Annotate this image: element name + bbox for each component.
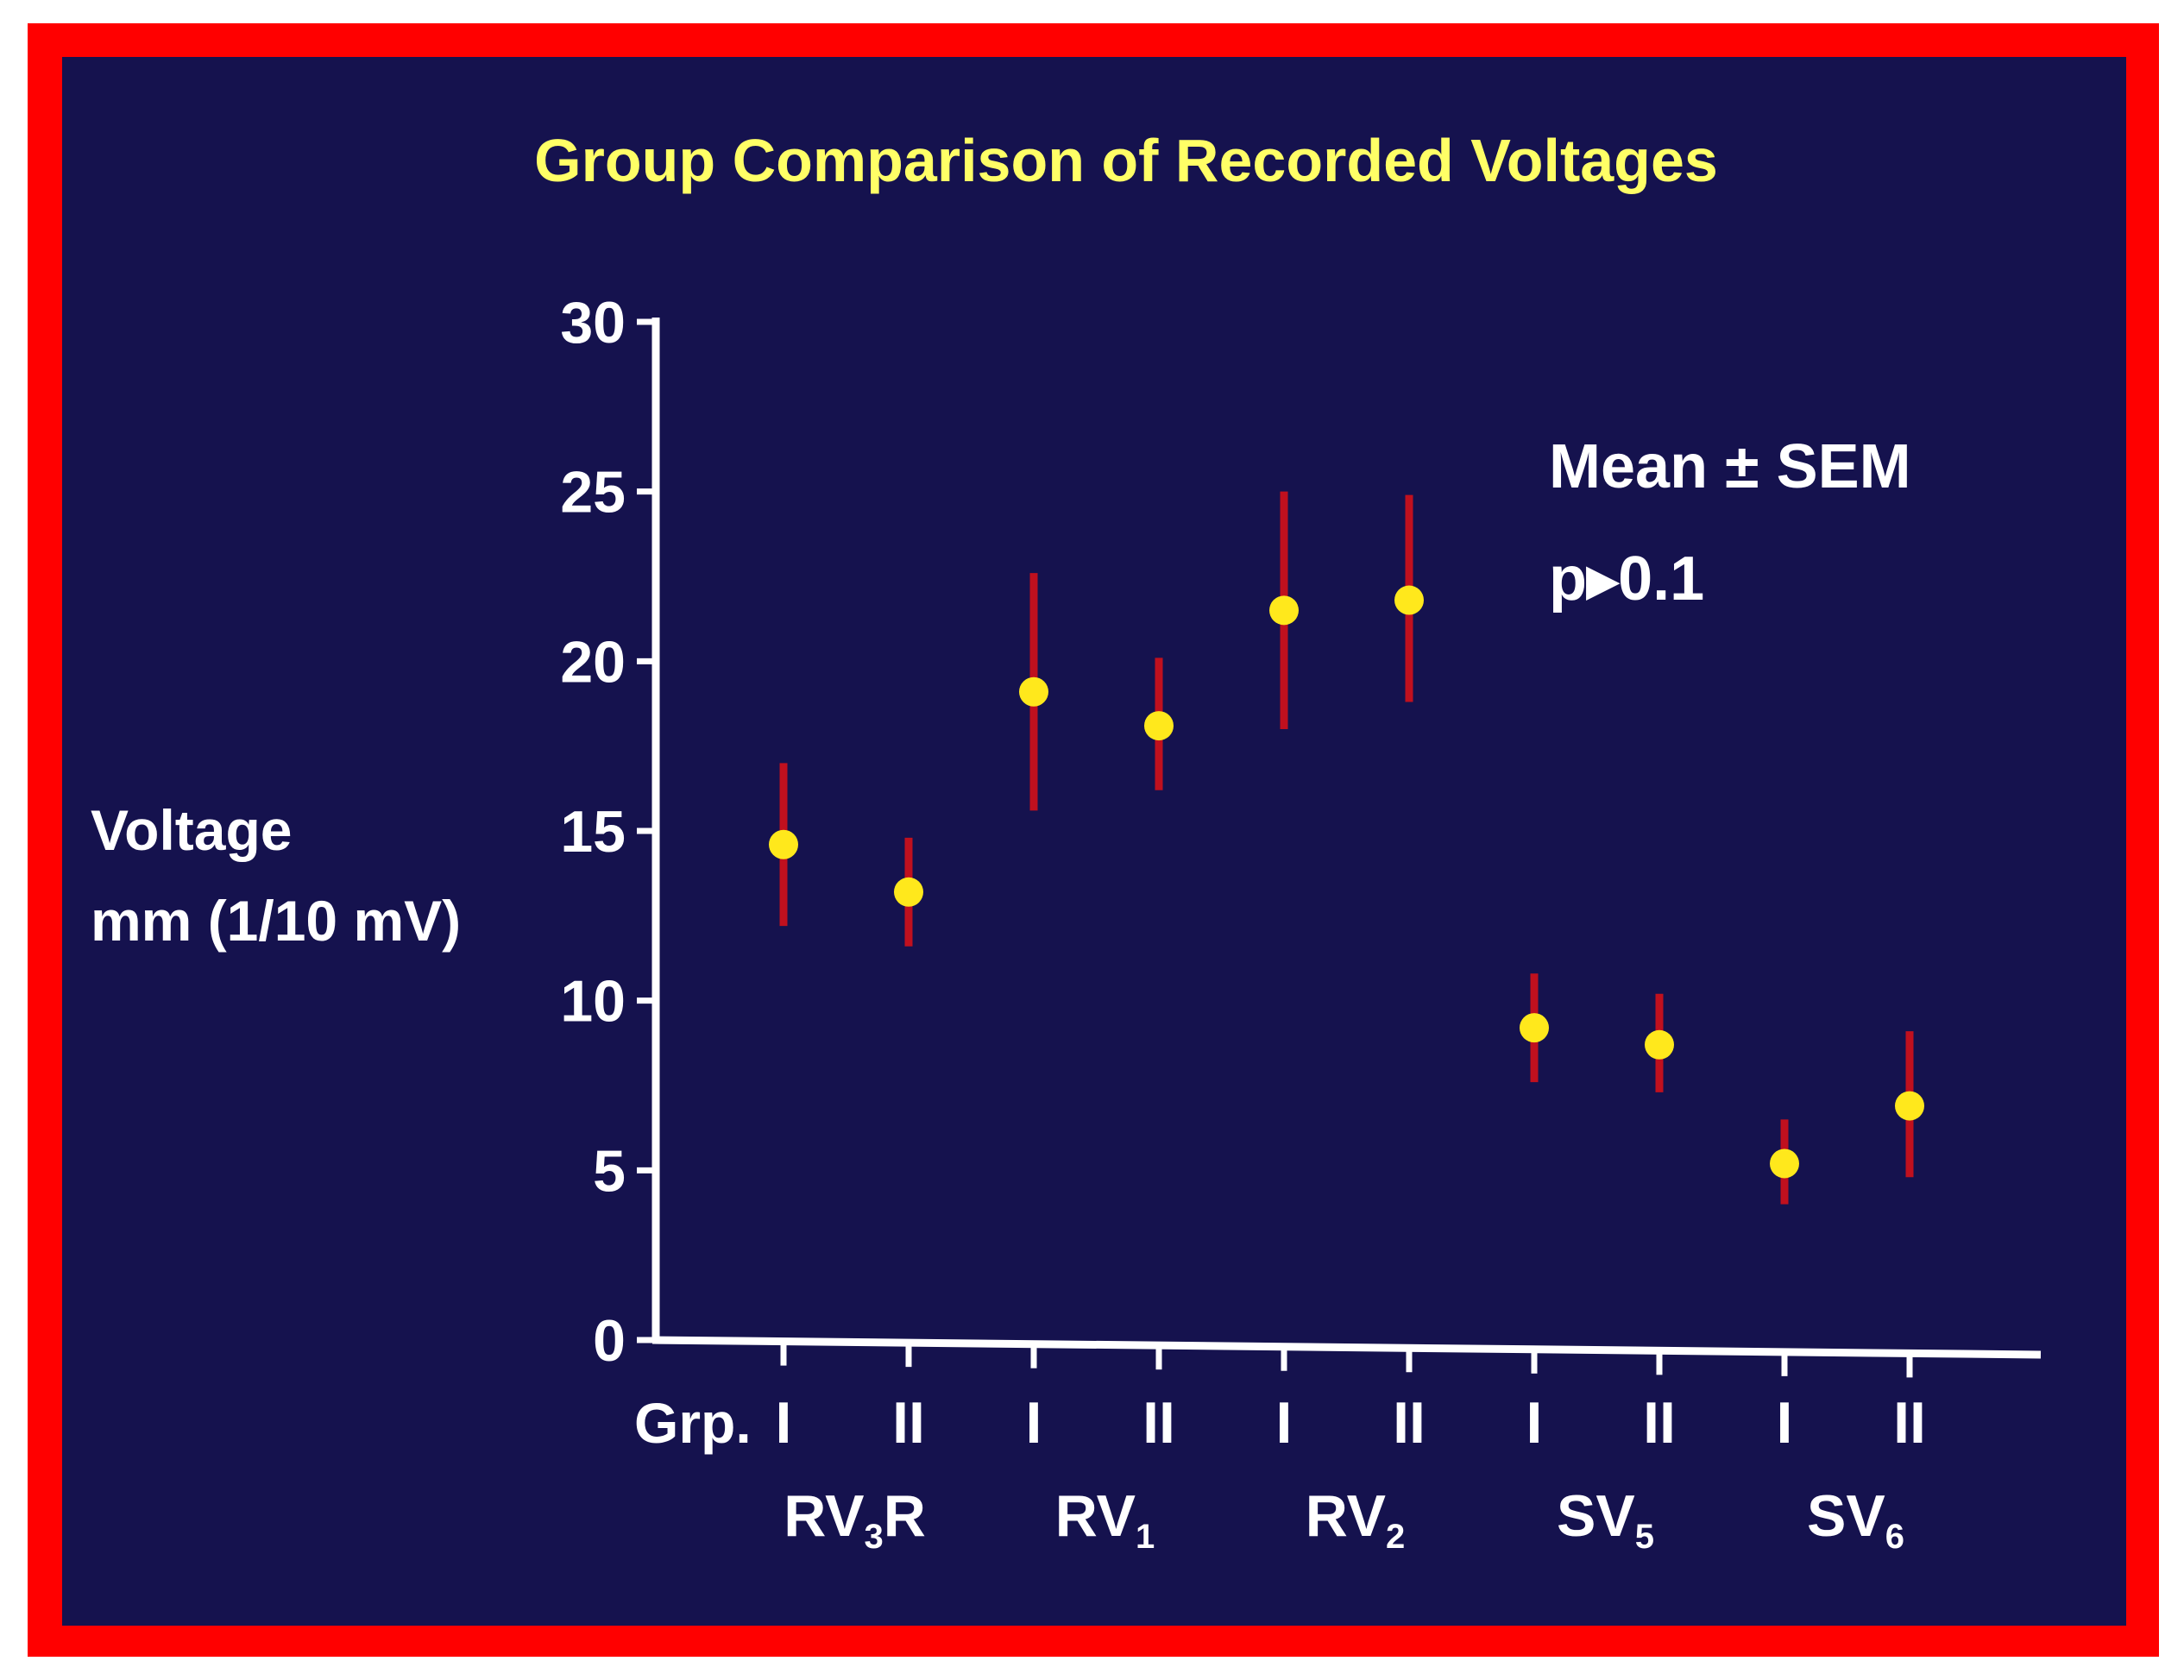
group-label: II [892, 1390, 925, 1456]
data-point [1144, 711, 1174, 741]
data-point [1019, 676, 1048, 707]
category-label-main: RV [1306, 1483, 1386, 1549]
group-label: I [1777, 1390, 1793, 1456]
group-label: II [1643, 1390, 1676, 1456]
legend-p-value: p▸0.1 [1549, 544, 1704, 613]
group-label: I [776, 1390, 792, 1456]
category-label: RV3R [784, 1483, 926, 1556]
category-label: SV5 [1557, 1483, 1654, 1556]
category-label-subscript: 6 [1885, 1518, 1904, 1556]
category-label-subscript: 5 [1635, 1518, 1654, 1556]
category-label: SV6 [1807, 1483, 1904, 1556]
y-tick-label: 25 [560, 460, 626, 525]
y-tick-label: 20 [560, 629, 626, 695]
category-label: RV2 [1306, 1483, 1405, 1556]
data-point [1394, 585, 1424, 615]
data-point [1520, 1013, 1549, 1043]
y-tick-label: 0 [593, 1308, 626, 1374]
data-point [1895, 1091, 1924, 1121]
y-tick-label: 15 [560, 799, 626, 865]
data-point [1770, 1148, 1799, 1179]
category-label-suffix: R [884, 1483, 926, 1549]
category-label-main: RV [1055, 1483, 1136, 1549]
group-label: I [1026, 1390, 1042, 1456]
category-label-main: RV [784, 1483, 864, 1549]
category-label-subscript: 1 [1136, 1518, 1155, 1556]
legend-mean-sem: Mean ± SEM [1549, 432, 1911, 501]
category-label: RV1 [1055, 1483, 1155, 1556]
group-label: II [1393, 1390, 1426, 1456]
y-tick-label: 5 [593, 1138, 626, 1204]
x-axis-line [651, 1336, 2042, 1359]
data-point [1269, 595, 1299, 626]
x-axis-prefix: Grp. [634, 1391, 752, 1455]
category-label-main: SV [1807, 1483, 1885, 1549]
group-label: I [1526, 1390, 1543, 1456]
category-label-main: SV [1557, 1483, 1635, 1549]
y-axis-label-line-2: mm (1/10 mV) [91, 889, 461, 953]
chart-title: Group Comparison of Recorded Voltages [534, 127, 1718, 194]
group-label: II [1893, 1390, 1926, 1456]
data-point [1645, 1029, 1674, 1060]
group-label: II [1142, 1390, 1175, 1456]
group-label: I [1276, 1390, 1293, 1456]
data-point [769, 829, 798, 859]
y-tick-label: 30 [560, 290, 626, 356]
y-axis-label-line-1: Voltage [91, 798, 292, 862]
category-label-subscript: 2 [1386, 1518, 1405, 1556]
data-point [894, 877, 923, 907]
y-tick-label: 10 [560, 969, 626, 1035]
category-label-subscript: 3 [864, 1518, 883, 1556]
